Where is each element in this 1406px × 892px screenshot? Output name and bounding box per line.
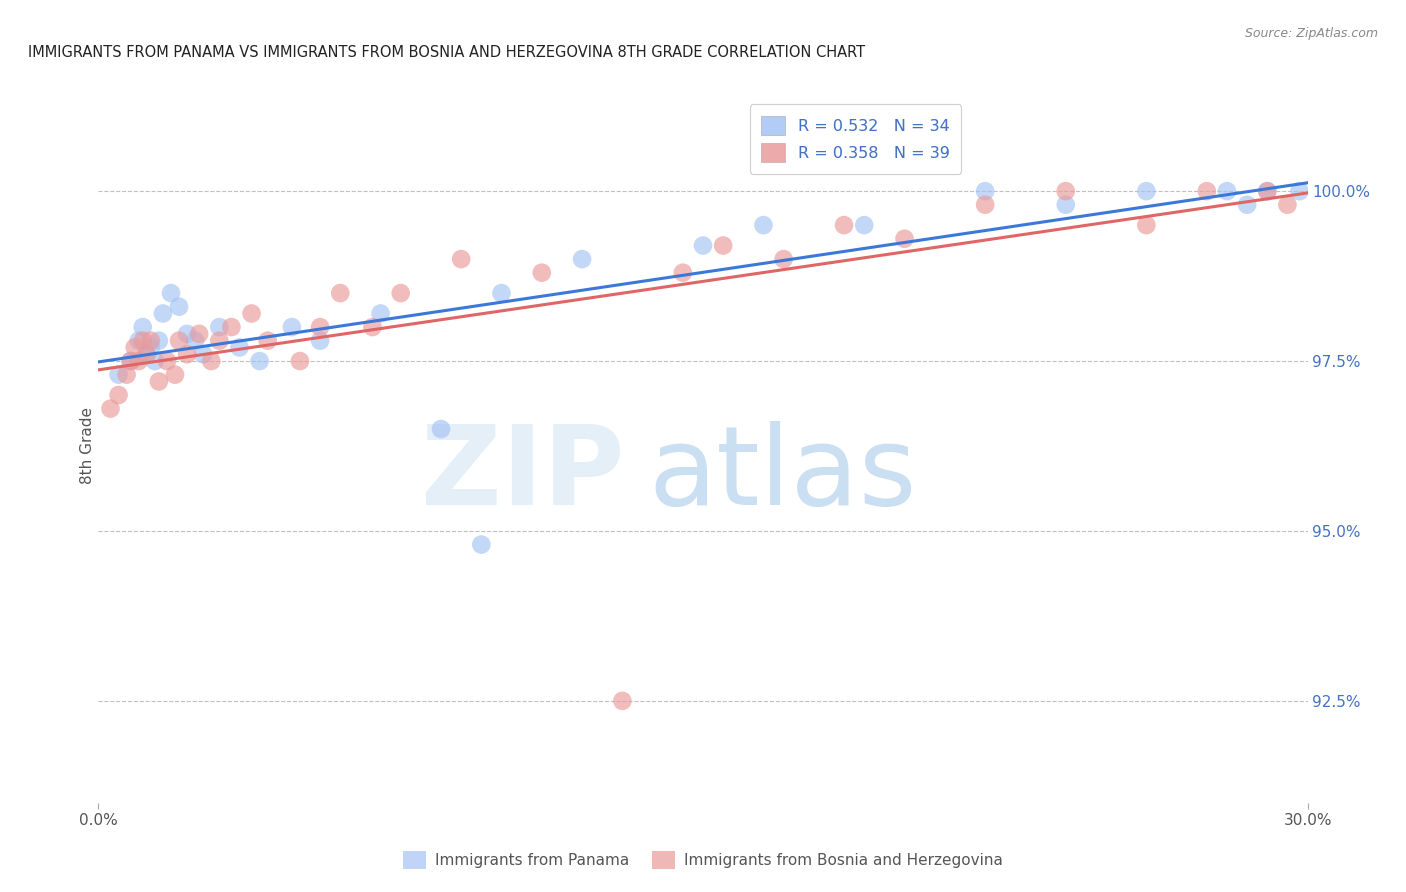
Point — [974, 198, 997, 212]
Point — [139, 341, 162, 355]
Point — [228, 341, 250, 355]
Point — [309, 320, 332, 334]
Point — [240, 306, 263, 320]
Point — [692, 238, 714, 252]
Point — [612, 694, 634, 708]
Point — [389, 286, 412, 301]
Point — [672, 266, 695, 280]
Point — [571, 252, 593, 266]
Point — [974, 184, 997, 198]
Point — [128, 354, 150, 368]
Point — [1135, 218, 1157, 232]
Point — [193, 347, 215, 361]
Point — [200, 354, 222, 368]
Point — [107, 388, 129, 402]
Point — [853, 218, 876, 232]
Point — [470, 537, 492, 551]
Point — [156, 354, 179, 368]
Point — [135, 347, 157, 361]
Point — [115, 368, 138, 382]
Point — [1195, 184, 1218, 198]
Point — [132, 320, 155, 334]
Text: ZIP: ZIP — [420, 421, 624, 528]
Point — [1256, 184, 1278, 198]
Point — [167, 334, 190, 348]
Point — [752, 218, 775, 232]
Point — [139, 334, 162, 348]
Point — [450, 252, 472, 266]
Point — [167, 300, 190, 314]
Point — [208, 320, 231, 334]
Point — [370, 306, 392, 320]
Point — [361, 320, 384, 334]
Legend: Immigrants from Panama, Immigrants from Bosnia and Herzegovina: Immigrants from Panama, Immigrants from … — [396, 845, 1010, 875]
Point — [893, 232, 915, 246]
Point — [163, 368, 186, 382]
Point — [1236, 198, 1258, 212]
Point — [176, 326, 198, 341]
Point — [184, 334, 207, 348]
Point — [208, 334, 231, 348]
Point — [120, 354, 142, 368]
Y-axis label: 8th Grade: 8th Grade — [80, 408, 94, 484]
Point — [100, 401, 122, 416]
Point — [188, 326, 211, 341]
Point — [1135, 184, 1157, 198]
Point — [281, 320, 304, 334]
Point — [148, 334, 170, 348]
Point — [1256, 184, 1278, 198]
Point — [249, 354, 271, 368]
Point — [120, 354, 142, 368]
Point — [160, 286, 183, 301]
Point — [430, 422, 453, 436]
Point — [288, 354, 311, 368]
Point — [124, 341, 146, 355]
Point — [1277, 198, 1299, 212]
Point — [152, 306, 174, 320]
Point — [128, 334, 150, 348]
Point — [832, 218, 855, 232]
Point — [530, 266, 553, 280]
Point — [711, 238, 734, 252]
Legend: R = 0.532   N = 34, R = 0.358   N = 39: R = 0.532 N = 34, R = 0.358 N = 39 — [749, 104, 962, 174]
Point — [772, 252, 794, 266]
Point — [1216, 184, 1239, 198]
Point — [148, 375, 170, 389]
Point — [1288, 184, 1310, 198]
Text: IMMIGRANTS FROM PANAMA VS IMMIGRANTS FROM BOSNIA AND HERZEGOVINA 8TH GRADE CORRE: IMMIGRANTS FROM PANAMA VS IMMIGRANTS FRO… — [28, 45, 865, 60]
Point — [107, 368, 129, 382]
Text: atlas: atlas — [648, 421, 917, 528]
Point — [309, 334, 332, 348]
Point — [176, 347, 198, 361]
Point — [491, 286, 513, 301]
Point — [135, 347, 157, 361]
Text: Source: ZipAtlas.com: Source: ZipAtlas.com — [1244, 27, 1378, 40]
Point — [132, 334, 155, 348]
Point — [1054, 184, 1077, 198]
Point — [1054, 198, 1077, 212]
Point — [256, 334, 278, 348]
Point — [143, 354, 166, 368]
Point — [329, 286, 352, 301]
Point — [221, 320, 243, 334]
